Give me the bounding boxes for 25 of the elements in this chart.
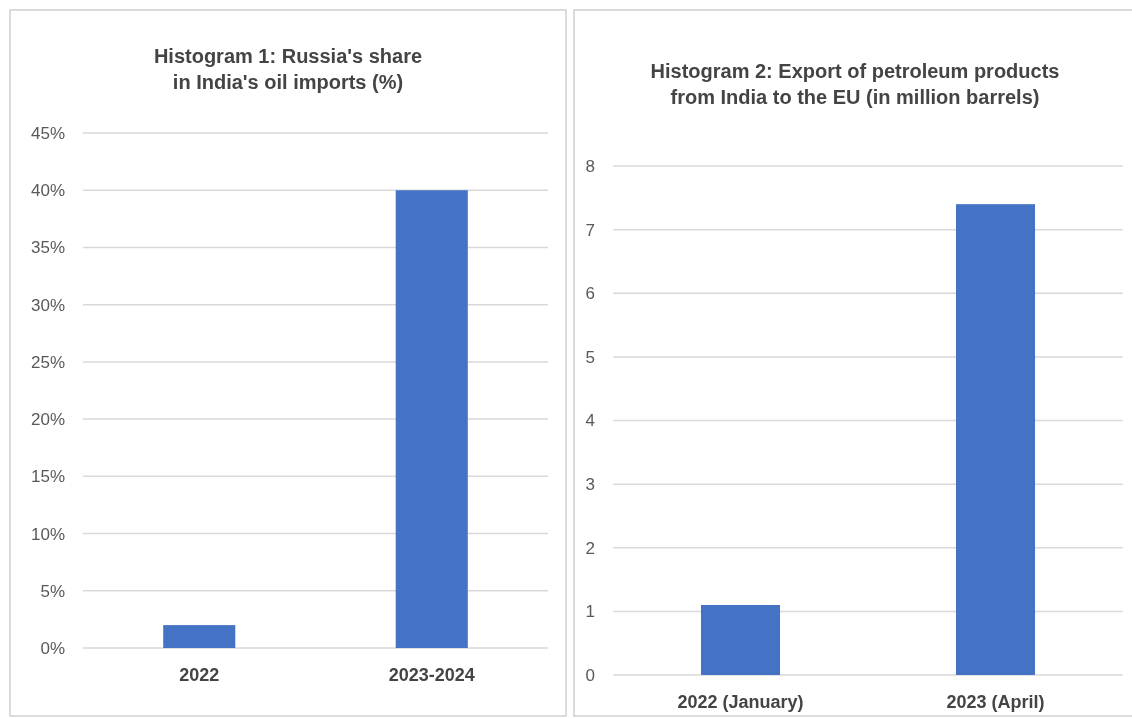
y-tick-label: 30% [30, 295, 65, 315]
y-tick-label: 3 [585, 475, 595, 495]
chart-title: Histogram 2: Export of petroleum products from India to the EU (in million barrels) [650, 60, 1060, 108]
y-tick-label: 25% [30, 352, 65, 372]
y-tick-label: 10% [30, 524, 65, 544]
y-tick-label: 15% [30, 467, 65, 487]
x-tick-label: 2023 (April) [946, 692, 1045, 712]
y-tick-label: 0% [40, 638, 65, 658]
y-tick-label: 20% [30, 410, 65, 430]
y-tick-label: 2 [585, 538, 595, 558]
y-tick-label: 35% [30, 238, 65, 258]
chart-title: Histogram 1: Russia's share in India's oil imports (%) [153, 45, 423, 93]
y-tick-label: 1 [585, 602, 595, 622]
y-tick-label: 40% [30, 181, 65, 201]
y-tick-label: 4 [585, 411, 595, 431]
x-tick-label: 2022 (January) [677, 692, 804, 712]
y-tick-label: 5 [585, 347, 595, 367]
y-tick-label: 8 [585, 156, 595, 176]
y-tick-label: 6 [585, 284, 595, 304]
y-tick-label: 7 [585, 220, 595, 240]
y-tick-label: 45% [30, 123, 65, 143]
y-tick-label: 0 [585, 665, 595, 685]
y-tick-label: 5% [40, 581, 65, 601]
x-tick-label: 2023-2024 [388, 665, 475, 685]
x-tick-label: 2022 [179, 665, 220, 685]
